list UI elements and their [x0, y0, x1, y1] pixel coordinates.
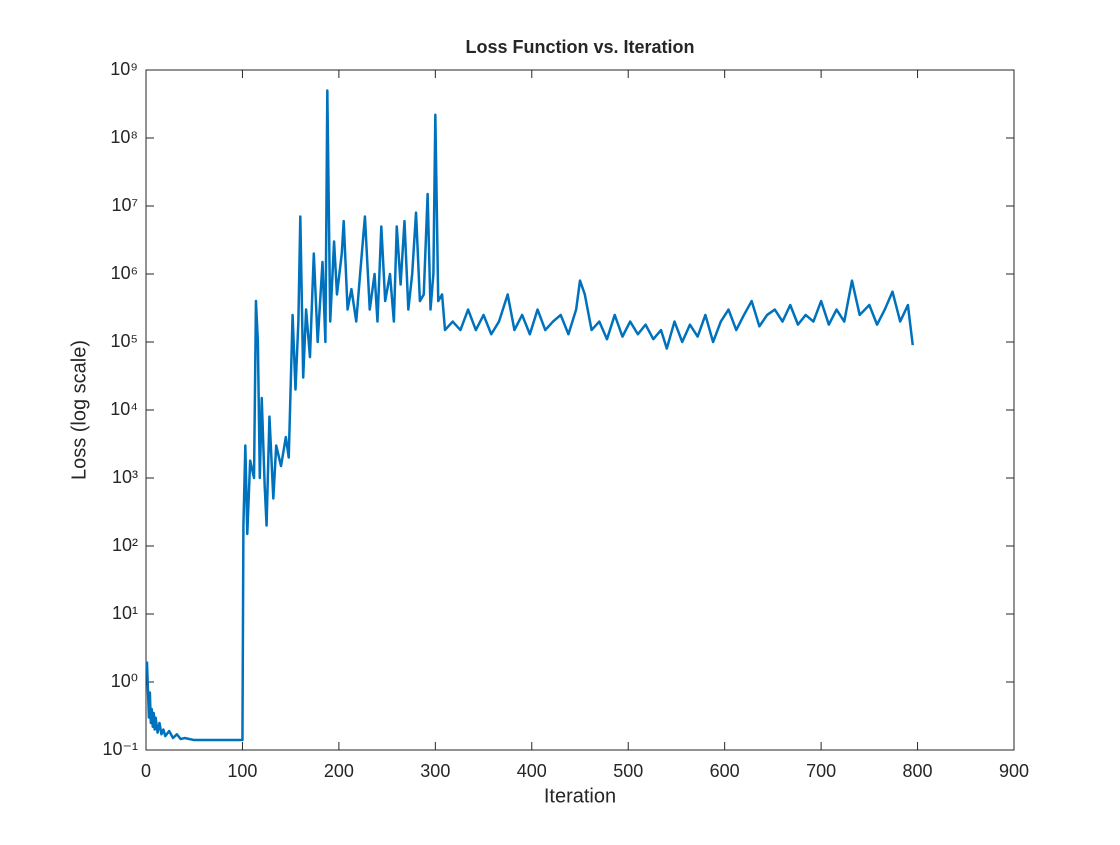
- x-tick-label: 500: [613, 761, 643, 781]
- y-tick-label: 10⁸: [110, 127, 138, 147]
- y-tick-label: 10⁷: [111, 195, 138, 215]
- y-tick-label: 10⁴: [110, 399, 138, 419]
- chart-title: Loss Function vs. Iteration: [465, 37, 694, 57]
- y-tick-label: 10⁰: [111, 671, 138, 691]
- y-axis-label: Loss (log scale): [68, 340, 90, 480]
- y-tick-label: 10³: [112, 467, 138, 487]
- y-tick-label: 10⁹: [110, 59, 138, 79]
- x-axis-label: Iteration: [544, 785, 616, 807]
- x-tick-label: 300: [420, 761, 450, 781]
- y-tick-label: 10⁶: [111, 263, 138, 283]
- y-tick-label: 10¹: [112, 603, 138, 623]
- x-tick-label: 0: [141, 761, 151, 781]
- x-tick-label: 900: [999, 761, 1029, 781]
- x-tick-label: 600: [710, 761, 740, 781]
- y-tick-label: 10²: [112, 535, 138, 555]
- loss-line: [145, 89, 914, 742]
- x-tick-label: 700: [806, 761, 836, 781]
- x-tick-label: 100: [227, 761, 257, 781]
- x-tick-label: 400: [517, 761, 547, 781]
- y-tick-label: 10⁵: [111, 331, 138, 351]
- x-tick-label: 800: [903, 761, 933, 781]
- x-tick-label: 200: [324, 761, 354, 781]
- plot-area: [145, 69, 1015, 751]
- y-tick-label: 10⁻¹: [102, 739, 138, 759]
